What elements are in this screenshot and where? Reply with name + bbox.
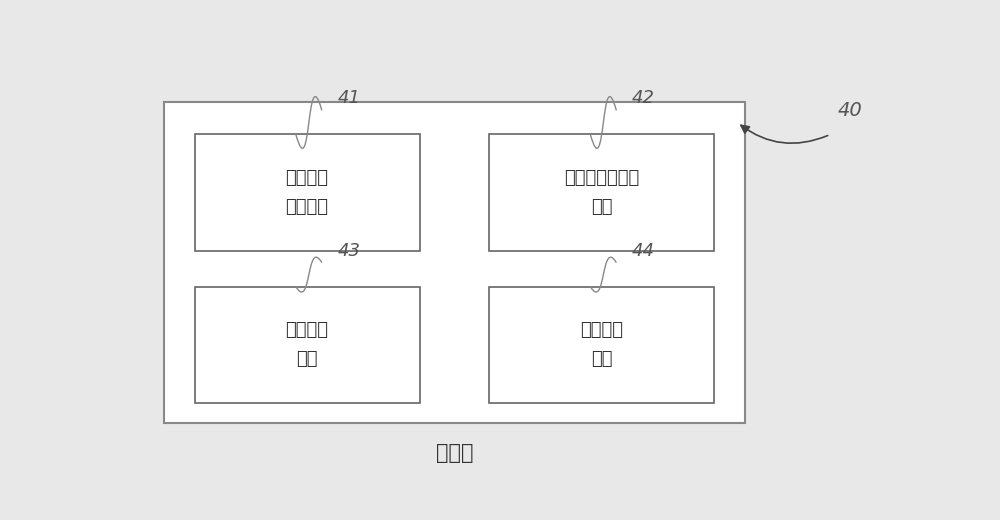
Text: 40: 40	[838, 101, 863, 120]
Text: 虚拟串口
服务模块: 虚拟串口 服务模块	[286, 169, 329, 216]
Bar	[195, 287, 420, 402]
Text: 数据采集与分析
模块: 数据采集与分析 模块	[564, 169, 639, 216]
Bar	[489, 287, 714, 402]
Bar	[489, 135, 714, 251]
Bar	[195, 135, 420, 251]
Text: 44: 44	[632, 242, 655, 259]
FancyArrowPatch shape	[741, 125, 828, 143]
Text: 短信通知
模块: 短信通知 模块	[580, 321, 623, 368]
Text: 数据预警
模块: 数据预警 模块	[286, 321, 329, 368]
Text: 43: 43	[337, 242, 360, 259]
Text: 42: 42	[632, 89, 655, 108]
Text: 41: 41	[337, 89, 360, 108]
Bar	[164, 102, 745, 423]
Text: 服务器: 服务器	[436, 443, 473, 463]
